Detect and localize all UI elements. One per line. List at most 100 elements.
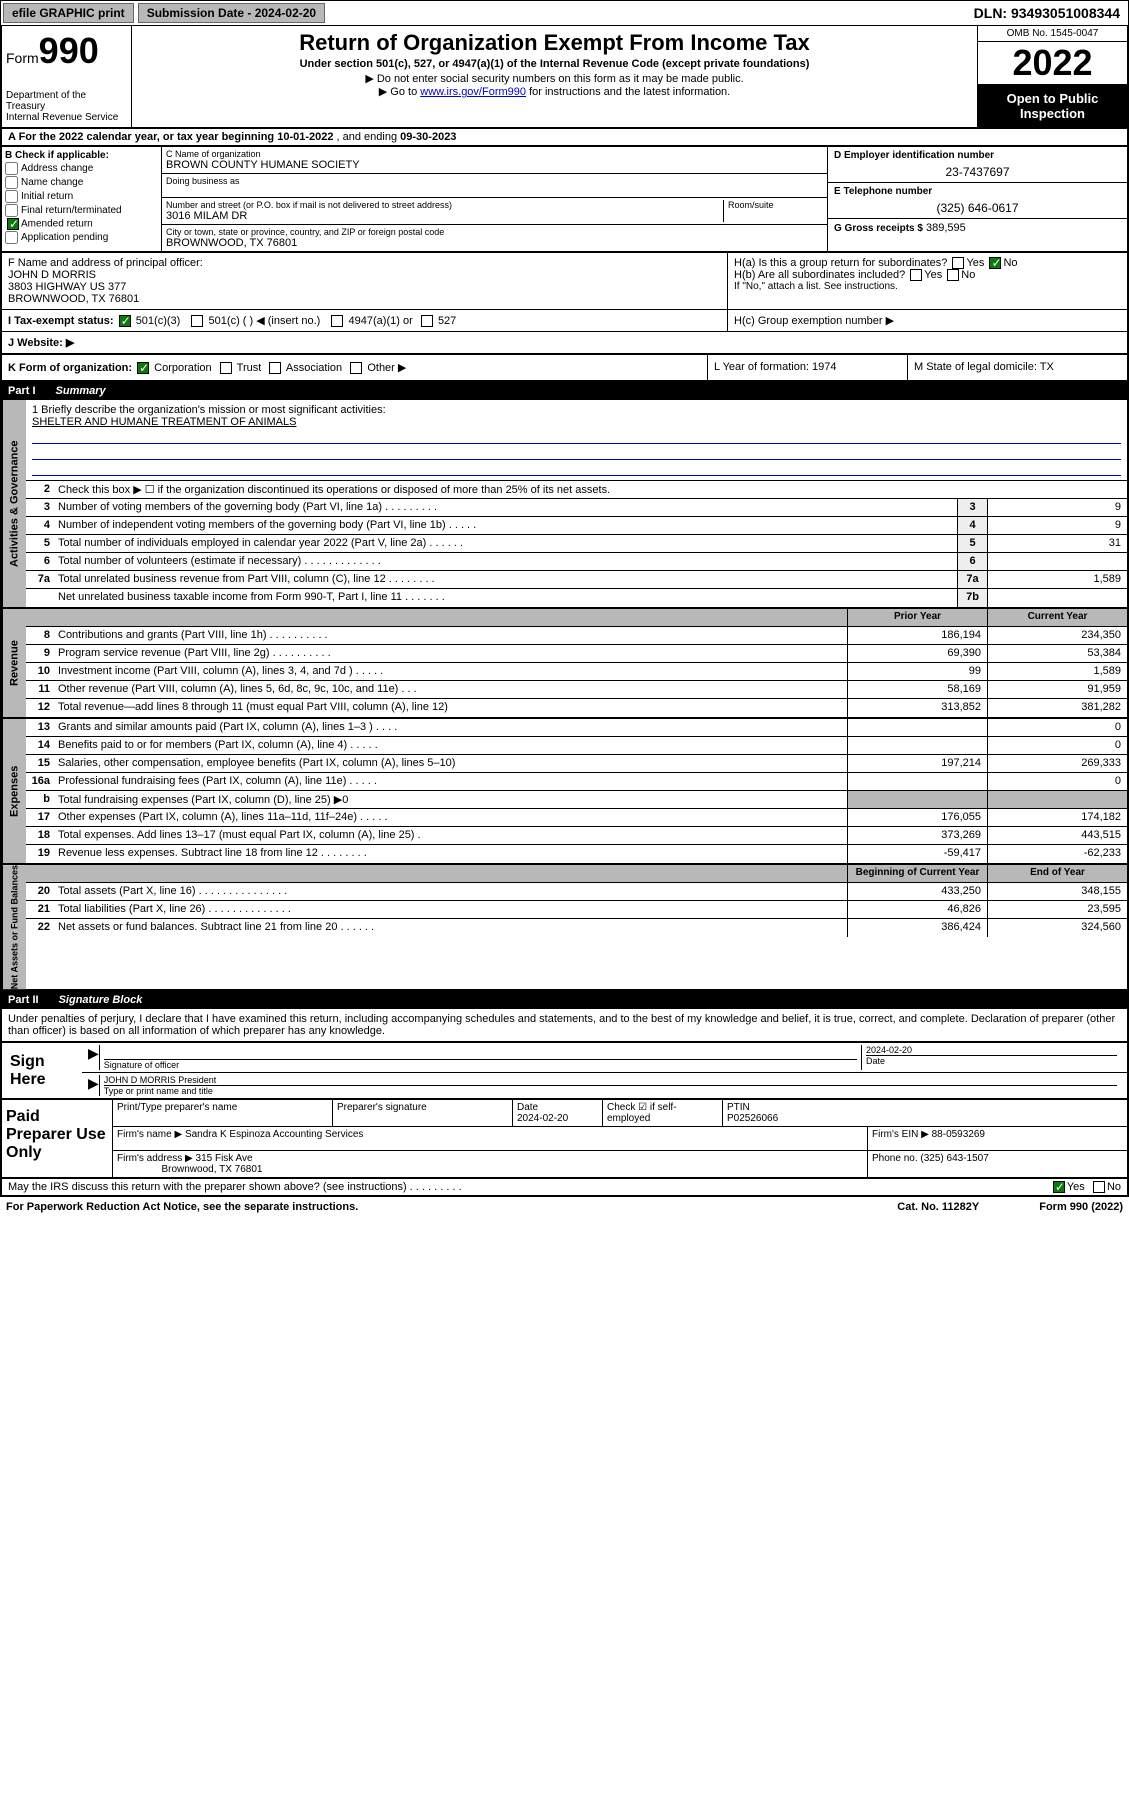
footer-mid: Cat. No. 11282Y (897, 1201, 979, 1213)
chk-label: Final return/terminated (21, 205, 122, 216)
checkbox-icon[interactable] (191, 315, 203, 327)
b-label: B Check if applicable: (5, 150, 109, 161)
dba-row: Doing business as (162, 174, 827, 198)
chk-address-change[interactable]: Address change (5, 162, 158, 175)
room-label: Room/suite (728, 200, 823, 210)
checkbox-icon[interactable] (269, 362, 281, 374)
arrow-icon: ▶ (88, 1045, 99, 1070)
chk-final-return[interactable]: Final return/terminated (5, 204, 158, 217)
opt-trust: Trust (237, 362, 262, 374)
chk-amended-return[interactable]: Amended return (5, 218, 158, 230)
line-text: Professional fundraising fees (Part IX, … (54, 773, 847, 790)
prior-val: 58,169 (847, 681, 987, 698)
prep-date: 2024-02-20 (517, 1113, 568, 1124)
i-label: I Tax-exempt status: (8, 315, 114, 327)
checkbox-icon[interactable] (952, 257, 964, 269)
section-fhij: F Name and address of principal officer:… (0, 253, 1129, 355)
checkbox-checked-icon[interactable] (137, 362, 149, 374)
line-text: Total revenue—add lines 8 through 11 (mu… (54, 699, 847, 717)
sig-type-label: Type or print name and title (104, 1085, 1117, 1096)
form-title: Return of Organization Exempt From Incom… (136, 30, 973, 56)
topbar: efile GRAPHIC print Submission Date - 20… (0, 0, 1129, 26)
ein-label: D Employer identification number (834, 150, 1121, 161)
table-row: Net unrelated business taxable income fr… (26, 589, 1127, 607)
efile-print-button[interactable]: efile GRAPHIC print (3, 3, 134, 23)
opt-corp: Corporation (154, 362, 211, 374)
sign-here-label: Sign Here (2, 1043, 82, 1098)
table-row: bTotal fundraising expenses (Part IX, co… (26, 791, 1127, 809)
line-text: Total number of volunteers (estimate if … (54, 553, 957, 570)
chk-initial-return[interactable]: Initial return (5, 190, 158, 203)
org-name-label: C Name of organization (166, 149, 823, 159)
firm-name: Sandra K Espinoza Accounting Services (185, 1129, 363, 1140)
chk-application-pending[interactable]: Application pending (5, 231, 158, 244)
opt-4947: 4947(a)(1) or (349, 315, 413, 327)
checkbox-icon[interactable] (331, 315, 343, 327)
table-row: 8Contributions and grants (Part VIII, li… (26, 627, 1127, 645)
current-val: 381,282 (987, 699, 1127, 717)
checkbox-icon[interactable] (1093, 1181, 1105, 1193)
shade-cell (26, 609, 54, 626)
current-val: 1,589 (987, 663, 1127, 680)
firm-ein: 88-0593269 (932, 1129, 985, 1140)
paid-row-1: Print/Type preparer's name Preparer's si… (112, 1100, 1127, 1127)
header-right: OMB No. 1545-0047 2022 Open to Public In… (977, 26, 1127, 127)
city-row: City or town, state or province, country… (162, 225, 827, 251)
chk-name-change[interactable]: Name change (5, 176, 158, 189)
yes-label: Yes (924, 269, 942, 281)
checkbox-icon[interactable] (947, 269, 959, 281)
mission-text: SHELTER AND HUMANE TREATMENT OF ANIMALS (32, 416, 1121, 428)
checkbox-checked-icon[interactable] (1053, 1181, 1065, 1193)
i-row: I Tax-exempt status: 501(c)(3) 501(c) ( … (2, 310, 1127, 332)
side-label-governance: Activities & Governance (2, 400, 26, 607)
gross-receipts-row: G Gross receipts $ 389,595 (828, 219, 1127, 251)
column-c-org-info: C Name of organization BROWN COUNTY HUMA… (162, 147, 827, 251)
table-row: 18Total expenses. Add lines 13–17 (must … (26, 827, 1127, 845)
i-tax-status: I Tax-exempt status: 501(c)(3) 501(c) ( … (2, 310, 727, 331)
line-val: 9 (987, 517, 1127, 534)
checkbox-checked-icon[interactable] (989, 257, 1001, 269)
line-val (987, 589, 1127, 607)
line-num: 9 (26, 645, 54, 662)
line-num: 16a (26, 773, 54, 790)
prior-val (847, 737, 987, 754)
footer-left: For Paperwork Reduction Act Notice, see … (6, 1201, 358, 1213)
table-row: 14Benefits paid to or for members (Part … (26, 737, 1127, 755)
table-row: 22Net assets or fund balances. Subtract … (26, 919, 1127, 937)
line-num: 8 (26, 627, 54, 644)
current-val: 0 (987, 719, 1127, 736)
org-name-row: C Name of organization BROWN COUNTY HUMA… (162, 147, 827, 174)
checkbox-icon[interactable] (910, 269, 922, 281)
line-text: Other expenses (Part IX, column (A), lin… (54, 809, 847, 826)
expenses-body: 13Grants and similar amounts paid (Part … (26, 719, 1127, 863)
checkbox-icon[interactable] (421, 315, 433, 327)
part1-header: Part I Summary (0, 382, 1129, 400)
discuss-row: May the IRS discuss this return with the… (0, 1179, 1129, 1197)
submission-date-button[interactable]: Submission Date - 2024-02-20 (138, 3, 325, 23)
line-num (26, 589, 54, 607)
j-website: J Website: ▶ (2, 332, 1127, 353)
phone-val: (325) 646-0617 (834, 197, 1121, 215)
bey-header-row: Beginning of Current Year End of Year (26, 865, 1127, 883)
checkbox-checked-icon[interactable] (119, 315, 131, 327)
f-h-row: F Name and address of principal officer:… (2, 253, 1127, 310)
yes-label: Yes (966, 257, 984, 269)
org-name: BROWN COUNTY HUMANE SOCIETY (166, 159, 823, 171)
irs-link[interactable]: www.irs.gov/Form990 (420, 86, 526, 98)
checkbox-icon[interactable] (220, 362, 232, 374)
no-label: No (1107, 1181, 1121, 1193)
checkbox-icon[interactable] (350, 362, 362, 374)
form-prefix: Form (6, 50, 39, 66)
line-num: 10 (26, 663, 54, 680)
line-val: 9 (987, 499, 1127, 516)
current-val: 53,384 (987, 645, 1127, 662)
mission-line (32, 446, 1121, 460)
table-row: 4Number of independent voting members of… (26, 517, 1127, 535)
ha-label: H(a) Is this a group return for subordin… (734, 257, 947, 269)
firm-ein-cell: Firm's EIN ▶ 88-0593269 (867, 1127, 1127, 1150)
l-year-formation: L Year of formation: 1974 (707, 355, 907, 380)
part1-title: Summary (56, 385, 106, 397)
line-text: Number of voting members of the governin… (54, 499, 957, 516)
expenses-section: Expenses 13Grants and similar amounts pa… (0, 719, 1129, 865)
street-row: Number and street (or P.O. box if mail i… (162, 198, 827, 225)
